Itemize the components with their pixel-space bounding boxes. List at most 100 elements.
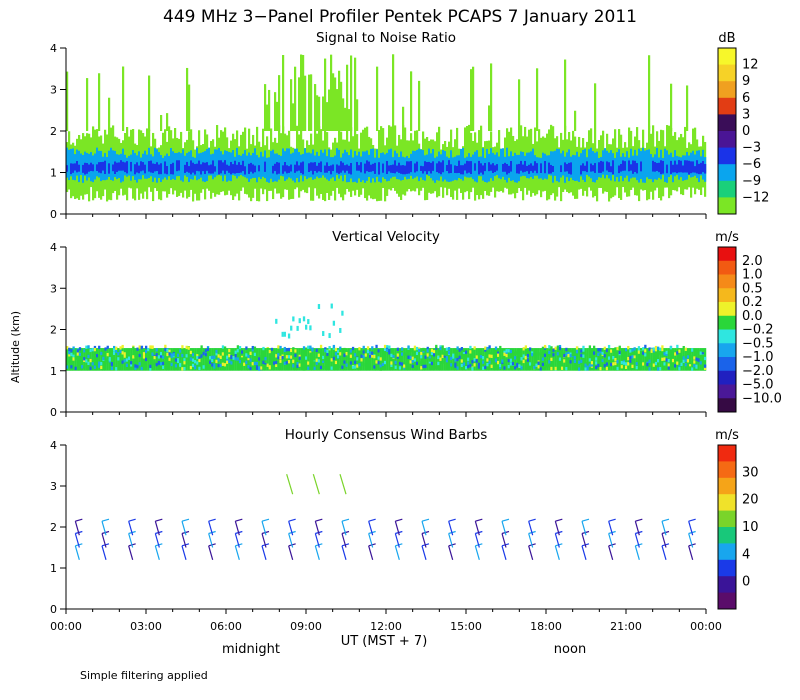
velocity-cell xyxy=(450,363,453,367)
velocity-cell xyxy=(277,345,280,349)
snr-cell xyxy=(462,165,465,175)
velocity-cell xyxy=(341,360,344,364)
velocity-cell xyxy=(298,318,301,324)
colorbar-swatch xyxy=(718,164,736,182)
velocity-cell xyxy=(253,352,257,357)
snr-cell xyxy=(244,166,247,175)
velocity-cell xyxy=(317,359,321,363)
snr-cell xyxy=(214,166,217,172)
velocity-cell xyxy=(561,351,564,355)
velocity-cell xyxy=(172,353,176,357)
snr-cell xyxy=(406,161,409,174)
velocity-cell xyxy=(358,347,361,351)
velocity-cell xyxy=(524,345,528,349)
snr-cell xyxy=(298,165,301,171)
snr-cell xyxy=(302,161,305,175)
velocity-cell xyxy=(215,359,218,364)
velocity-cell xyxy=(174,354,178,358)
snr-cell xyxy=(572,154,575,181)
velocity-cell xyxy=(185,361,188,365)
velocity-cell xyxy=(394,348,397,371)
velocity-cell xyxy=(142,352,146,356)
velocity-cell xyxy=(616,366,619,371)
snr-cell xyxy=(580,165,583,175)
velocity-cell xyxy=(157,361,161,365)
wind-barb xyxy=(261,545,267,560)
snr-cell xyxy=(190,160,193,175)
y-tick-label: 4 xyxy=(50,439,57,452)
snr-cell xyxy=(566,164,569,172)
velocity-cell xyxy=(249,366,252,371)
wind-barb xyxy=(528,545,534,560)
velocity-cell xyxy=(548,350,551,355)
velocity-cell xyxy=(454,358,457,362)
velocity-cell xyxy=(283,361,286,366)
velocity-cell xyxy=(127,360,131,364)
snr-cell xyxy=(244,150,247,178)
x-tick-label: 06:00 xyxy=(210,620,242,633)
snr-cell xyxy=(690,161,693,174)
velocity-cell xyxy=(418,348,421,371)
snr-cell xyxy=(356,161,359,171)
velocity-cell xyxy=(326,352,329,356)
velocity-cell xyxy=(328,359,331,363)
velocity-cell xyxy=(697,358,700,362)
colorbar-label: 0 xyxy=(742,575,750,590)
snr-cell xyxy=(282,54,285,131)
velocity-cell xyxy=(364,348,368,352)
snr-cell xyxy=(158,164,161,175)
velocity-cell xyxy=(307,345,310,349)
snr-cell xyxy=(636,163,639,174)
velocity-cell xyxy=(413,358,417,362)
velocity-cell xyxy=(554,346,557,350)
velocity-cell xyxy=(317,304,321,309)
snr-cell xyxy=(192,162,195,173)
snr-cell xyxy=(84,162,87,175)
velocity-cell xyxy=(422,364,425,369)
velocity-cell xyxy=(371,346,374,350)
velocity-cell xyxy=(467,364,470,369)
wind-barb xyxy=(421,545,427,560)
velocity-cell xyxy=(93,345,97,350)
velocity-cell xyxy=(443,354,446,358)
snr-cell xyxy=(574,155,577,181)
velocity-cell xyxy=(106,345,109,350)
velocity-cell xyxy=(196,355,199,360)
velocity-cell xyxy=(296,362,299,366)
snr-cell xyxy=(308,74,311,131)
velocity-cell xyxy=(328,348,331,371)
velocity-cell xyxy=(228,348,231,371)
wind-barb xyxy=(74,533,80,548)
wind-barb xyxy=(101,545,107,560)
velocity-cell xyxy=(236,357,240,361)
colorbar-swatch xyxy=(718,274,736,289)
velocity-cell xyxy=(420,366,423,370)
snr-cell xyxy=(96,164,99,172)
velocity-cell xyxy=(616,348,619,371)
wind-barb xyxy=(528,533,534,548)
velocity-cell xyxy=(273,361,276,365)
velocity-cell xyxy=(676,351,679,355)
velocity-cell xyxy=(339,346,342,350)
velocity-cell xyxy=(516,350,519,354)
velocity-cell xyxy=(383,344,387,349)
snr-cell xyxy=(280,155,283,176)
velocity-cell xyxy=(309,345,312,349)
snr-cell xyxy=(290,164,293,172)
snr-cell xyxy=(282,148,285,177)
wind-barb xyxy=(154,533,160,548)
colorbar-swatch xyxy=(718,592,736,610)
velocity-cell xyxy=(633,354,636,359)
velocity-cell xyxy=(635,362,638,366)
velocity-cell xyxy=(324,348,327,371)
velocity-cell xyxy=(430,348,434,371)
velocity-cell xyxy=(669,360,673,364)
velocity-cell xyxy=(565,352,568,356)
wind-barb xyxy=(368,545,374,560)
velocity-cell xyxy=(328,346,331,350)
snr-cell xyxy=(704,163,707,174)
snr-cell xyxy=(128,155,131,176)
velocity-cell xyxy=(162,361,165,366)
snr-cell xyxy=(692,161,695,173)
snr-cell xyxy=(154,163,157,172)
